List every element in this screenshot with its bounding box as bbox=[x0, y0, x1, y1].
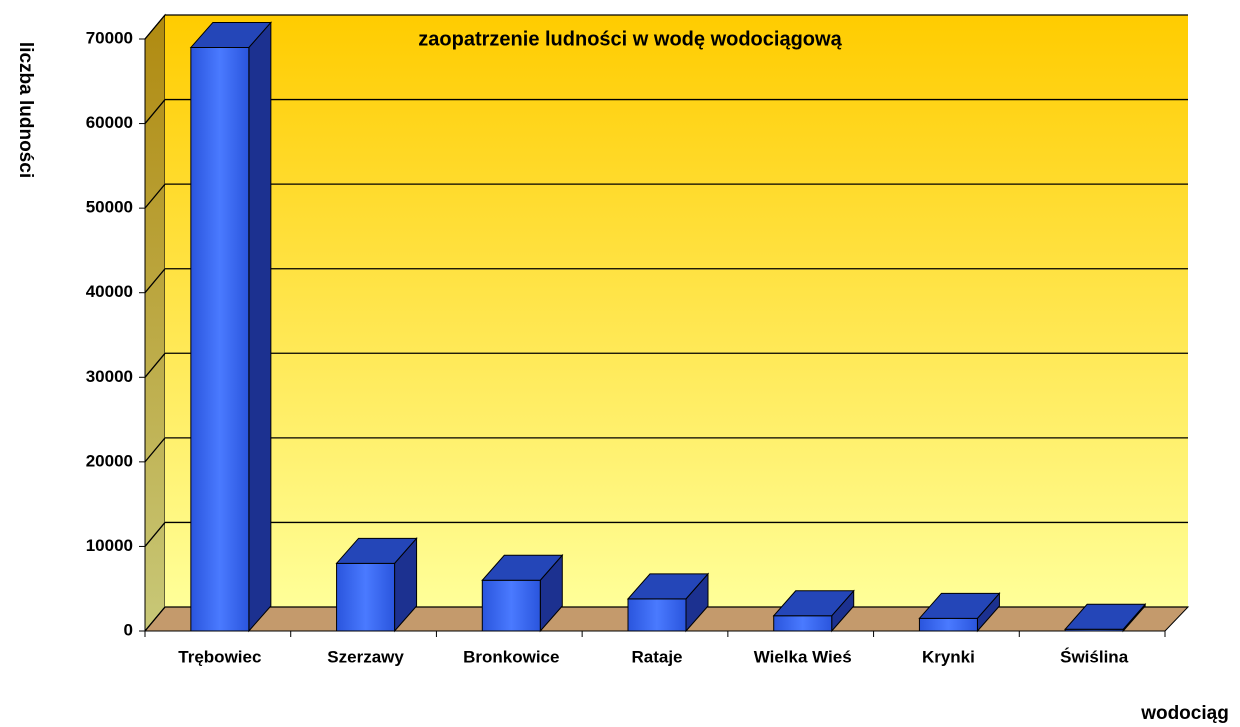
x-tick-label: Krynki bbox=[922, 647, 975, 666]
x-tick-label: Szerzawy bbox=[327, 647, 404, 666]
grid-line bbox=[144, 521, 1188, 547]
bar-top bbox=[481, 554, 564, 581]
bar bbox=[1064, 602, 1147, 633]
bar-front bbox=[481, 579, 541, 632]
bar-top bbox=[189, 21, 272, 48]
bar bbox=[335, 537, 418, 633]
bar-front bbox=[190, 46, 250, 632]
plot-frame bbox=[143, 13, 1190, 633]
grid-line bbox=[144, 98, 1188, 124]
grid-line bbox=[144, 14, 1188, 40]
bar bbox=[481, 553, 564, 633]
bar-front bbox=[773, 615, 833, 632]
x-tick-label: Trębowiec bbox=[178, 647, 261, 666]
chart-title: zaopatrzenie ludności w wodę wodociągową bbox=[418, 28, 842, 50]
y-tick-label: 70000 bbox=[86, 28, 133, 47]
back-wall bbox=[165, 15, 1188, 607]
y-tick-label: 10000 bbox=[86, 536, 133, 555]
bar-side bbox=[248, 21, 272, 633]
left-wall bbox=[144, 13, 166, 633]
grid-line bbox=[144, 183, 1188, 209]
y-tick-label: 0 bbox=[124, 620, 133, 639]
bar-front bbox=[627, 598, 687, 632]
bar-top bbox=[335, 537, 418, 564]
x-axis-title: wodociąg bbox=[1140, 703, 1229, 724]
bar-top bbox=[1064, 603, 1147, 630]
bar bbox=[918, 591, 1001, 633]
grid-line bbox=[144, 437, 1188, 463]
bar-front bbox=[336, 562, 396, 632]
bar bbox=[189, 21, 272, 633]
x-tick-label: Wielka Wieś bbox=[754, 647, 852, 666]
y-axis-title: liczba ludności bbox=[15, 42, 36, 178]
y-tick-label: 20000 bbox=[86, 451, 133, 470]
bar-top bbox=[626, 573, 710, 600]
bar bbox=[626, 572, 710, 633]
y-tick-label: 50000 bbox=[86, 198, 133, 217]
x-tick-label: Bronkowice bbox=[463, 647, 559, 666]
y-tick-label: 40000 bbox=[86, 282, 133, 301]
bar-top bbox=[918, 592, 1001, 619]
bar bbox=[772, 589, 855, 633]
x-tick-label: Rataje bbox=[631, 647, 682, 666]
bar-front bbox=[918, 617, 978, 632]
grid-line bbox=[144, 268, 1188, 294]
y-tick-label: 60000 bbox=[86, 113, 133, 132]
x-tick-label: Świślina bbox=[1060, 647, 1129, 666]
y-tick-label: 30000 bbox=[86, 367, 133, 386]
grid-line bbox=[144, 352, 1188, 378]
bar-top bbox=[772, 590, 855, 617]
